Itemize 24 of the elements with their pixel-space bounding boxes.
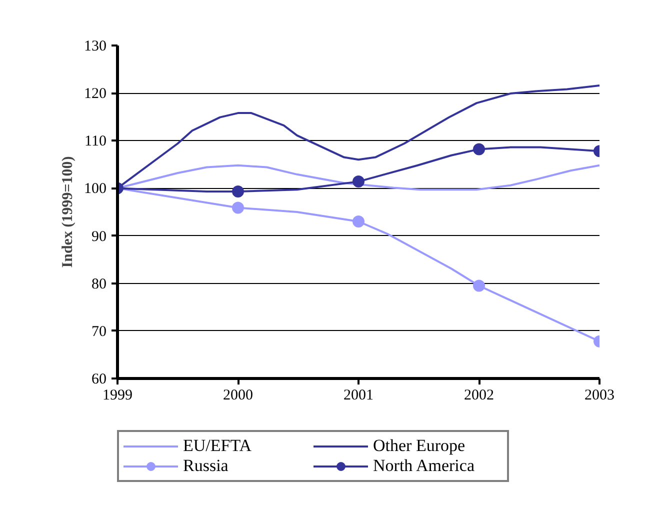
point xyxy=(352,216,364,228)
legend-label: Russia xyxy=(183,456,230,476)
y-tick-label: 60 xyxy=(92,372,106,388)
y-axis-title: Index (1999=100) xyxy=(60,156,76,268)
legend-label: North America xyxy=(373,456,476,476)
legend-label: Other Europe xyxy=(373,436,466,456)
y-tick-label: 80 xyxy=(92,276,106,292)
y-tick-label: 110 xyxy=(84,134,107,150)
x-tick-label: 2003 xyxy=(584,388,614,404)
x-tick-label: 2001 xyxy=(344,388,374,404)
point xyxy=(232,186,244,198)
y-tick-label: 70 xyxy=(92,324,106,340)
x-tick-label: 2002 xyxy=(464,388,494,404)
point xyxy=(473,280,485,292)
legend-label: EU/EFTA xyxy=(183,436,253,456)
y-tick-label: 90 xyxy=(92,228,106,245)
y-tick-label: 130 xyxy=(84,38,106,54)
y-tick-label: 100 xyxy=(84,181,106,198)
point xyxy=(352,176,364,188)
y-tick-label: 120 xyxy=(84,86,106,102)
x-tick-label: 1999 xyxy=(102,388,132,404)
point xyxy=(232,202,244,214)
x-tick-label: 2000 xyxy=(223,388,253,404)
point xyxy=(473,143,485,156)
